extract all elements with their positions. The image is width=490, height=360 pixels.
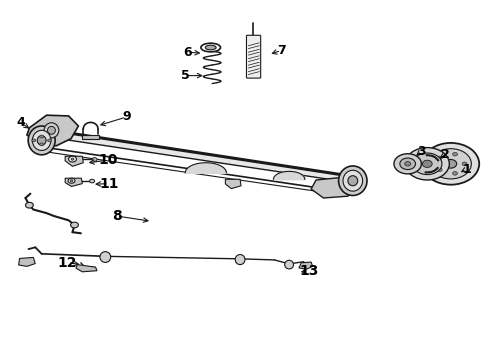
Circle shape [394, 154, 421, 174]
Circle shape [92, 158, 97, 161]
Text: 6: 6 [183, 46, 192, 59]
Text: 5: 5 [181, 69, 190, 82]
Polygon shape [299, 262, 313, 269]
Polygon shape [76, 265, 97, 272]
Ellipse shape [28, 126, 55, 155]
Polygon shape [225, 179, 241, 189]
Circle shape [90, 179, 95, 183]
Circle shape [32, 139, 36, 142]
Polygon shape [65, 156, 83, 166]
Text: 11: 11 [99, 177, 119, 190]
Circle shape [422, 160, 432, 167]
Polygon shape [19, 257, 35, 266]
Ellipse shape [37, 136, 46, 145]
Ellipse shape [44, 123, 59, 138]
Circle shape [68, 178, 75, 183]
Circle shape [69, 156, 76, 162]
Circle shape [400, 158, 416, 170]
Ellipse shape [235, 255, 245, 265]
Ellipse shape [285, 260, 294, 269]
Ellipse shape [32, 130, 51, 150]
Circle shape [25, 202, 33, 208]
Text: 12: 12 [58, 256, 77, 270]
Polygon shape [65, 178, 82, 186]
Text: 1: 1 [462, 163, 471, 176]
Circle shape [445, 159, 457, 168]
Text: 13: 13 [299, 264, 318, 278]
Ellipse shape [205, 45, 216, 50]
Polygon shape [47, 130, 353, 183]
FancyBboxPatch shape [246, 35, 261, 78]
Ellipse shape [48, 126, 55, 134]
Circle shape [40, 135, 44, 138]
Circle shape [405, 148, 449, 180]
Circle shape [48, 139, 51, 142]
Ellipse shape [343, 170, 363, 191]
Circle shape [70, 180, 73, 182]
Ellipse shape [201, 43, 220, 52]
Text: 2: 2 [441, 148, 449, 161]
Circle shape [413, 153, 442, 175]
Circle shape [422, 143, 479, 185]
Circle shape [405, 162, 411, 166]
Circle shape [453, 152, 458, 156]
Text: 9: 9 [122, 111, 131, 123]
Circle shape [40, 143, 44, 146]
Circle shape [71, 158, 74, 160]
Circle shape [462, 162, 467, 166]
Text: 10: 10 [98, 153, 118, 167]
Circle shape [430, 149, 471, 179]
Polygon shape [311, 176, 363, 198]
Polygon shape [27, 115, 78, 146]
Circle shape [71, 222, 78, 228]
Text: 8: 8 [112, 209, 122, 223]
Polygon shape [82, 135, 99, 139]
Circle shape [453, 172, 458, 175]
Circle shape [437, 156, 442, 160]
Circle shape [437, 168, 442, 171]
Text: 3: 3 [417, 145, 426, 158]
Ellipse shape [100, 252, 111, 262]
Text: 7: 7 [277, 44, 286, 57]
Ellipse shape [348, 176, 358, 186]
Ellipse shape [339, 166, 367, 195]
Text: 4: 4 [16, 116, 25, 129]
